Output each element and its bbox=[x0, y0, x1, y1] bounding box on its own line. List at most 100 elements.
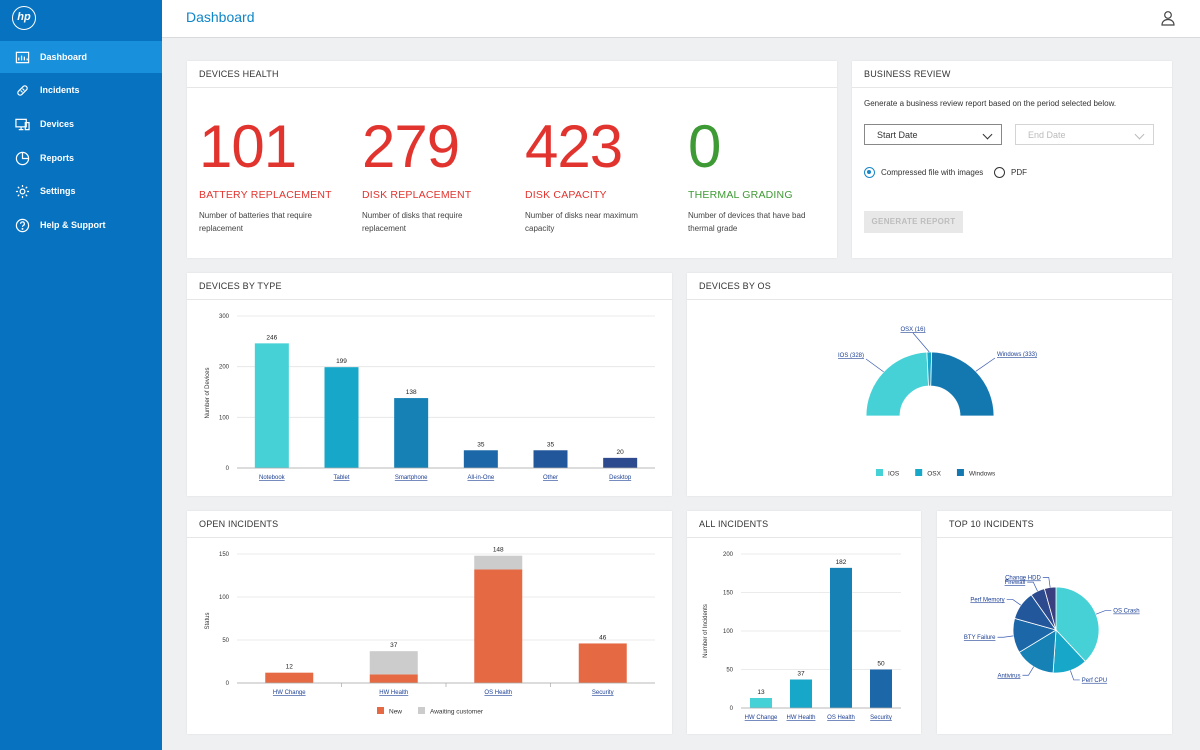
x-tick-label[interactable]: HW Change bbox=[745, 715, 778, 721]
sidebar-item-settings[interactable]: Settings bbox=[0, 175, 162, 207]
y-tick-label: 0 bbox=[730, 706, 734, 712]
x-tick-label[interactable]: Desktop bbox=[609, 475, 632, 481]
x-tick-label[interactable]: OS Health bbox=[827, 715, 855, 721]
top-header: Dashboard bbox=[162, 0, 1200, 38]
open-incidents-card: OPEN INCIDENTS Status 0 50 100 150 12 HW Chan… bbox=[187, 511, 672, 734]
divider bbox=[937, 537, 1172, 538]
sidebar-item-devices[interactable]: Devices bbox=[0, 108, 162, 140]
start-date-select[interactable]: Start Date bbox=[864, 124, 1002, 145]
card-title: TOP 10 INCIDENTS bbox=[949, 519, 1034, 529]
bar bbox=[254, 343, 289, 468]
x-tick-label[interactable]: Smartphone bbox=[395, 475, 428, 481]
x-tick-label[interactable]: OS Health bbox=[484, 690, 512, 696]
bar bbox=[750, 697, 772, 708]
bar bbox=[603, 457, 638, 468]
hp-logo[interactable]: hp bbox=[12, 6, 36, 30]
callout-line bbox=[1095, 610, 1112, 615]
donut-slice-windows bbox=[930, 351, 995, 417]
y-tick-label: 300 bbox=[219, 314, 230, 320]
thermal-grading-stat[interactable]: 0 THERMAL GRADING Number of devices that… bbox=[688, 115, 848, 235]
radio-unselected-icon bbox=[994, 167, 1005, 178]
callout-line bbox=[1070, 670, 1080, 681]
y-tick-label: 0 bbox=[226, 681, 230, 687]
divider bbox=[687, 537, 921, 538]
pdf-radio[interactable]: PDF bbox=[994, 167, 1027, 178]
sidebar-item-label: Dashboard bbox=[40, 52, 88, 62]
stat-label: DISK CAPACITY bbox=[525, 189, 607, 201]
bar-value-label: 182 bbox=[836, 559, 847, 566]
all-incidents-card: ALL INCIDENTS Number of Incidents 0 50 100… bbox=[687, 511, 921, 734]
callout-label[interactable]: Windows (333) bbox=[997, 352, 1037, 358]
callout-label[interactable]: Perf CPU bbox=[1082, 678, 1107, 684]
sidebar-item-help-support[interactable]: Help & Support bbox=[0, 209, 162, 241]
sidebar-item-label: Reports bbox=[40, 153, 75, 163]
callout-label[interactable]: Change HDD bbox=[1005, 575, 1041, 581]
bar-value-label: 46 bbox=[599, 634, 607, 641]
bar-value-label: 37 bbox=[797, 671, 805, 678]
devices-by-os-chart: IOS (328) OSX (16) Windows (333) IOS OSX Wind… bbox=[838, 327, 1037, 478]
bar-value-label: 138 bbox=[406, 389, 417, 396]
sidebar-item-incidents[interactable]: Incidents bbox=[0, 74, 162, 106]
stat-label: BATTERY REPLACEMENT bbox=[199, 189, 332, 201]
callout-label[interactable]: BTY Failure bbox=[964, 635, 996, 641]
bar-new bbox=[369, 674, 418, 683]
callout-label[interactable]: Firewall bbox=[1005, 580, 1026, 586]
dashboard-icon bbox=[14, 49, 30, 65]
business-review-description: Generate a business review report based … bbox=[864, 99, 1117, 108]
generate-report-button[interactable]: GENERATE REPORT bbox=[864, 211, 963, 233]
legend-swatch bbox=[915, 469, 923, 476]
x-tick-label[interactable]: HW Health bbox=[786, 715, 815, 721]
card-title: DEVICES BY OS bbox=[699, 281, 771, 291]
y-tick-label: 200 bbox=[723, 552, 734, 558]
legend-label: Awaiting customer bbox=[430, 709, 484, 716]
end-date-select[interactable]: End Date bbox=[1015, 124, 1154, 145]
x-tick-label[interactable]: Other bbox=[543, 475, 558, 481]
y-tick-label: 150 bbox=[723, 591, 734, 597]
compressed-file-radio[interactable]: Compressed file with images bbox=[864, 167, 983, 178]
x-tick-label[interactable]: HW Health bbox=[379, 690, 408, 696]
card-title: DEVICES BY TYPE bbox=[199, 281, 282, 291]
chevron-down-icon bbox=[1134, 129, 1145, 140]
bar-awaiting-customer bbox=[369, 651, 418, 675]
x-tick-label[interactable]: Tablet bbox=[333, 475, 349, 481]
stat-value: 101 bbox=[199, 113, 297, 180]
callout-label[interactable]: OS Crash bbox=[1113, 609, 1139, 615]
callout-line bbox=[1027, 581, 1038, 592]
card-title: ALL INCIDENTS bbox=[699, 519, 769, 529]
callout-line bbox=[1022, 666, 1034, 676]
divider bbox=[187, 87, 837, 88]
disk-replacement-stat[interactable]: 279 DISK REPLACEMENT Number of disks tha… bbox=[362, 115, 522, 235]
donut-slice-ios bbox=[865, 351, 929, 417]
x-tick-label[interactable]: Security bbox=[592, 690, 614, 696]
bar-value-label: 199 bbox=[336, 358, 347, 365]
stat-label: THERMAL GRADING bbox=[688, 189, 793, 201]
bar-awaiting-customer bbox=[474, 555, 523, 570]
callout-label[interactable]: Antivirus bbox=[997, 673, 1020, 679]
callout-label[interactable]: OSX (16) bbox=[900, 327, 925, 333]
sidebar-item-dashboard[interactable]: Dashboard bbox=[0, 41, 162, 73]
stat-value: 279 bbox=[362, 113, 460, 180]
user-icon[interactable] bbox=[1160, 10, 1176, 26]
callout-line bbox=[1042, 577, 1051, 588]
sidebar-item-reports[interactable]: Reports bbox=[0, 142, 162, 174]
y-tick-label: 50 bbox=[726, 668, 733, 674]
callout-label[interactable]: Perf Memory bbox=[970, 597, 1004, 603]
battery-replacement-stat[interactable]: 101 BATTERY REPLACEMENT Number of batter… bbox=[199, 115, 359, 235]
bar-value-label: 20 bbox=[617, 449, 625, 456]
legend-swatch bbox=[418, 707, 426, 714]
x-tick-label[interactable]: All-in-One bbox=[467, 475, 494, 481]
x-tick-label[interactable]: Notebook bbox=[259, 475, 286, 481]
open-incidents-chart: Status 0 50 100 150 12 HW Change 37 HW Health 14… bbox=[205, 547, 655, 716]
bar bbox=[790, 679, 812, 708]
stat-description: Number of disks that require replacement bbox=[362, 211, 463, 233]
x-tick-label[interactable]: HW Change bbox=[273, 690, 306, 696]
pie-slice bbox=[1043, 586, 1057, 631]
x-tick-label[interactable]: Security bbox=[870, 715, 892, 721]
stat-description: Number of batteries that require replace… bbox=[199, 211, 312, 233]
divider bbox=[687, 299, 1172, 300]
disk-capacity-stat[interactable]: 423 DISK CAPACITY Number of disks near m… bbox=[525, 115, 685, 235]
legend-label: Windows bbox=[969, 471, 996, 478]
y-tick-label: 100 bbox=[219, 595, 230, 601]
callout-label[interactable]: IOS (328) bbox=[838, 353, 864, 359]
divider bbox=[187, 299, 672, 300]
